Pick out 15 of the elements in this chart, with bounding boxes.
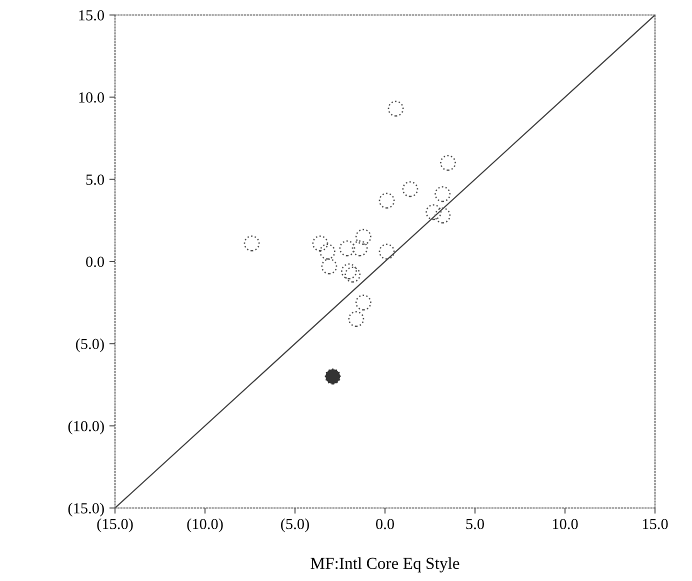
y-tick-label: (5.0)	[76, 338, 104, 352]
x-tick-label: 15.0	[642, 518, 668, 530]
y-tick-label: (15.0)	[68, 502, 104, 517]
x-tick-label: (15.0)	[97, 518, 133, 532]
y-tick-label: 0.0	[86, 256, 104, 268]
x-tick-label: (5.0)	[281, 518, 309, 532]
x-tick-label: 10.0	[552, 518, 578, 530]
x-axis-title: MF:Intl Core Eq Style	[310, 557, 460, 572]
x-tick-label: 0.0	[376, 518, 394, 530]
x-tick-label: (10.0)	[187, 518, 223, 532]
y-tick-label: 5.0	[86, 174, 104, 185]
y-tick-label: (10.0)	[68, 420, 104, 434]
x-tick-label: 5.0	[466, 518, 484, 530]
y-tick-label: 15.0	[79, 10, 104, 21]
y-tick-label: 10.0	[79, 92, 104, 103]
